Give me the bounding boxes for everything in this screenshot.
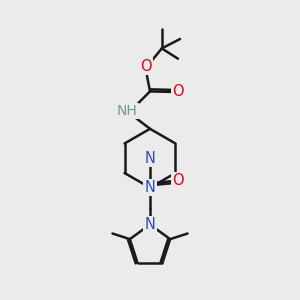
- Text: O: O: [140, 59, 152, 74]
- Text: N: N: [145, 217, 155, 232]
- Text: N: N: [145, 180, 155, 195]
- Text: N: N: [145, 151, 155, 166]
- Text: O: O: [172, 173, 184, 188]
- Text: NH: NH: [117, 104, 138, 118]
- Text: O: O: [172, 85, 184, 100]
